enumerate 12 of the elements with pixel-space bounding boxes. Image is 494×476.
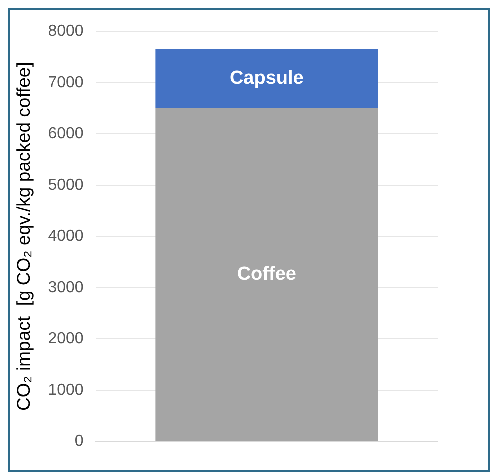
y-axis-title: CO₂ impact [g CO₂ eqv./kg packed coffee] <box>13 62 34 412</box>
y-tick-label: 1000 <box>48 382 84 399</box>
series-label: Coffee <box>237 264 296 286</box>
series-label: Capsule <box>230 68 304 90</box>
y-tick-label: 6000 <box>48 126 84 143</box>
y-tick-label: 7000 <box>48 74 84 92</box>
y-tick-label: 3000 <box>48 279 84 296</box>
y-tick-label: 0 <box>74 433 84 450</box>
y-tick-label: 8000 <box>48 23 84 40</box>
y-tick-label: 4000 <box>48 228 84 246</box>
y-tick-label: 2000 <box>48 330 84 348</box>
y-tick-label: 5000 <box>48 176 84 194</box>
